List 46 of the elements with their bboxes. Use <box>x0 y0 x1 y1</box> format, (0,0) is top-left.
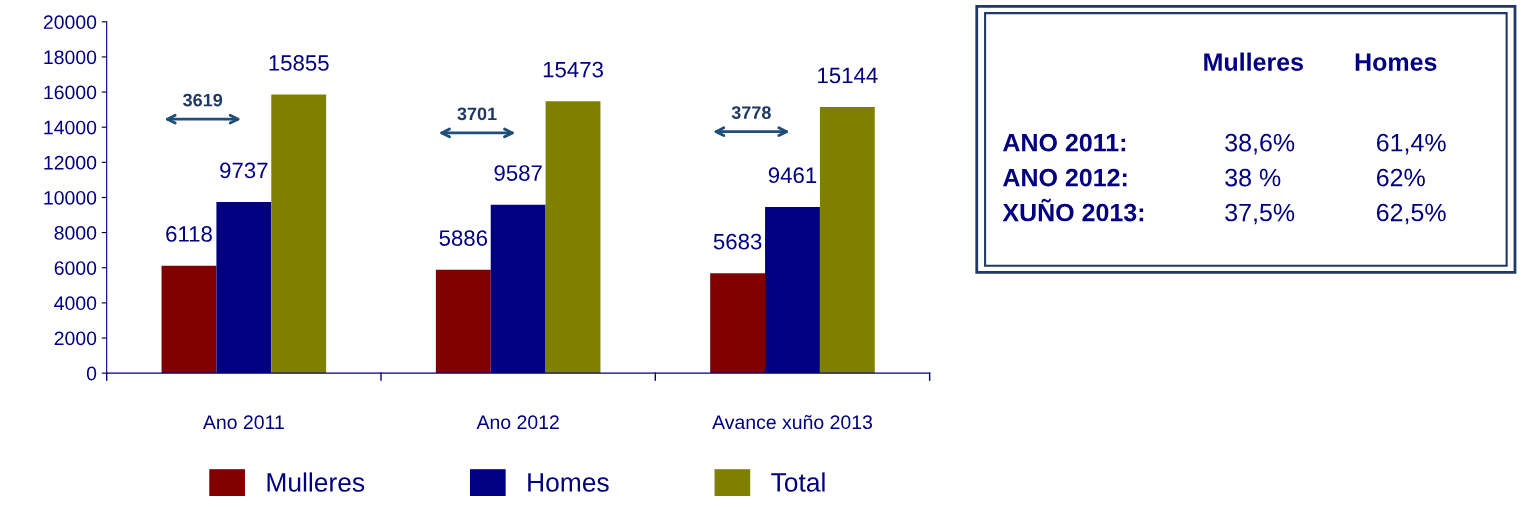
annotation: 3701 <box>457 107 497 121</box>
text: Homes <box>1355 53 1437 71</box>
text: XUÑO 2013: <box>1002 198 1144 222</box>
text: ANO 2011: <box>1003 133 1126 152</box>
legend-label: Homes <box>528 473 609 492</box>
data-label: 9587 <box>494 165 542 181</box>
y-tick-label: 0 <box>86 366 97 381</box>
bar <box>435 269 491 374</box>
bar <box>710 273 766 374</box>
y-tick-label: 4000 <box>54 296 97 311</box>
data-label: 15855 <box>269 55 329 71</box>
text: ANO 2012: <box>1003 168 1127 187</box>
text: 61,4% <box>1376 133 1446 155</box>
y-tick-label: 8000 <box>54 226 97 240</box>
annotation: 3619 <box>183 93 223 107</box>
y-tick-label: 20000 <box>43 15 97 30</box>
y-tick-label: 2000 <box>54 331 97 346</box>
y-tick-label: 16000 <box>44 85 97 100</box>
annotation: 3778 <box>731 106 771 120</box>
bar <box>161 265 217 374</box>
bar <box>819 107 875 374</box>
text: 38 % <box>1225 168 1281 187</box>
y-tick-label: 6000 <box>54 261 97 275</box>
y-tick-label: 10000 <box>44 190 97 205</box>
y-tick-label: 14000 <box>44 120 97 135</box>
bar <box>271 94 327 374</box>
data-label: 15144 <box>818 67 878 84</box>
text: 37,5% <box>1225 203 1295 225</box>
data-label: 9737 <box>220 162 268 179</box>
y-tick-label: 18000 <box>44 50 97 65</box>
x-tick-label: Avance xuño 2013 <box>712 414 872 430</box>
x-tick-label: Ano 2011 <box>202 415 284 430</box>
text: 38,6% <box>1225 133 1295 155</box>
text: 62% <box>1376 168 1425 187</box>
text: 62,5% <box>1376 203 1446 225</box>
x-tick-label: Ano 2012 <box>476 415 559 430</box>
data-label: 15473 <box>543 61 603 78</box>
y-tick-label: 12000 <box>44 155 97 170</box>
data-label: 9461 <box>768 167 817 184</box>
text: Mulleres <box>1204 52 1303 71</box>
legend-label: Total <box>771 472 825 492</box>
legend-label: Mulleres <box>267 472 365 492</box>
data-label: 6118 <box>166 226 212 242</box>
data-label: 5886 <box>439 230 488 246</box>
bar <box>545 101 601 374</box>
data-label: 5683 <box>713 233 762 250</box>
